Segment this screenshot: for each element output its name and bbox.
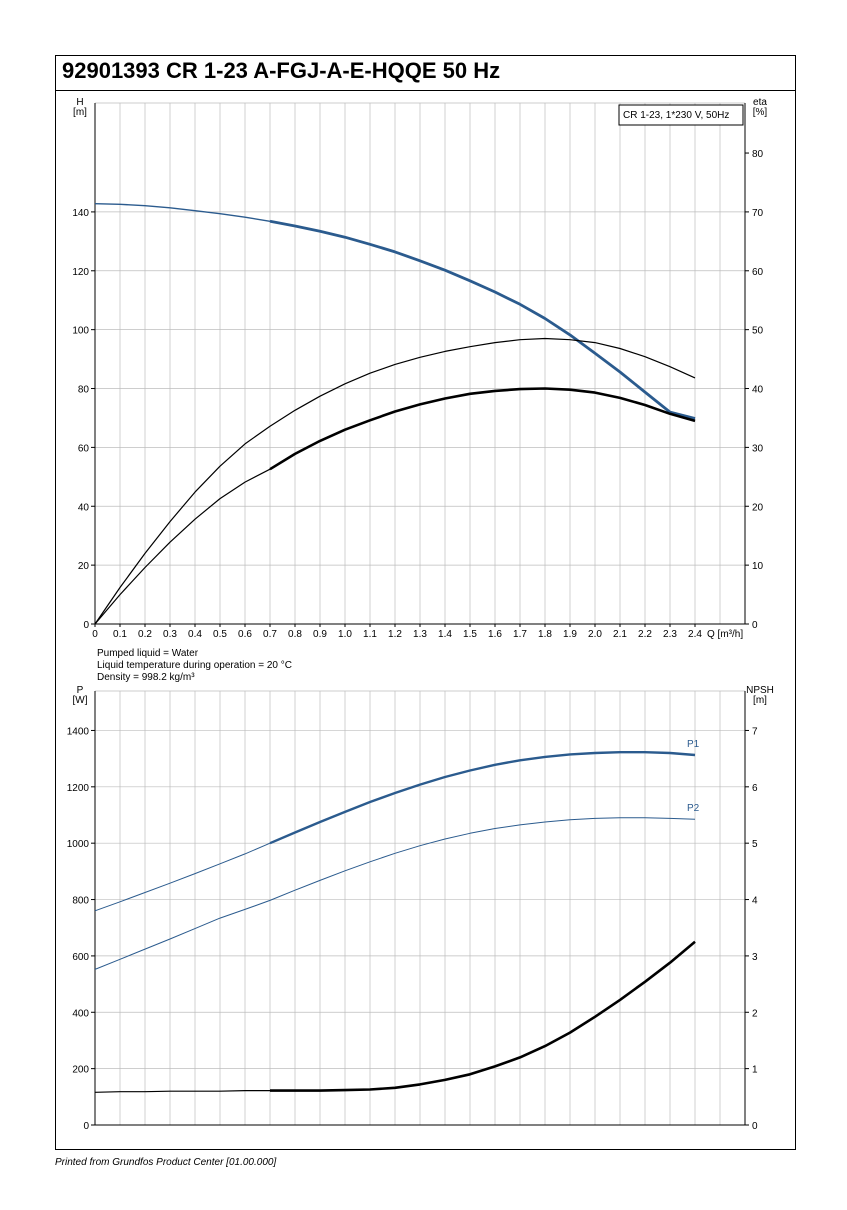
power-npsh-chart-left-tick-label: 400 bbox=[72, 1008, 89, 1019]
head-efficiency-chart-right-tick-label: 60 bbox=[752, 267, 764, 278]
power-npsh-chart-series-label-p1: P1 bbox=[687, 739, 700, 750]
power-npsh-chart-left-tick-label: 1200 bbox=[67, 783, 90, 794]
head-efficiency-chart-x-tick-label: 1.5 bbox=[463, 629, 477, 640]
power-npsh-chart-right-tick-label: 6 bbox=[752, 783, 758, 794]
power-npsh-chart-right-tick-label: 4 bbox=[752, 896, 758, 907]
legend-box-text: CR 1-23, 1*230 V, 50Hz bbox=[623, 110, 729, 121]
head-efficiency-chart-x-axis-title: Q [m³/h] bbox=[707, 629, 743, 640]
head-efficiency-chart-right-axis-title: eta bbox=[753, 97, 767, 108]
head-efficiency-chart-right-axis-unit: [%] bbox=[753, 107, 768, 118]
head-efficiency-chart-right-tick-label: 70 bbox=[752, 208, 764, 219]
page-title: 92901393 CR 1-23 A-FGJ-A-E-HQQE 50 Hz bbox=[62, 58, 501, 83]
power-npsh-chart-right-tick-label: 7 bbox=[752, 726, 758, 737]
power-npsh-chart-left-tick-label: 800 bbox=[72, 896, 89, 907]
power-npsh-chart-series-1-line bbox=[94, 817, 696, 970]
head-efficiency-chart-series-1-line bbox=[94, 337, 696, 625]
legend-box bbox=[618, 104, 744, 126]
info-liquid-temperature: Liquid temperature during operation = 20… bbox=[97, 660, 292, 671]
head-efficiency-chart-left-tick-label: 0 bbox=[83, 620, 89, 631]
head-efficiency-chart-series-0-operating-range bbox=[269, 219, 696, 420]
head-efficiency-chart-x-tick-label: 1.4 bbox=[438, 629, 452, 640]
head-efficiency-chart-right-tick-label: 0 bbox=[752, 620, 758, 631]
head-efficiency-chart-x-tick-label: 1.6 bbox=[488, 629, 502, 640]
head-efficiency-chart-left-tick-label: 20 bbox=[78, 561, 90, 572]
head-efficiency-chart-x-tick-label: 2.4 bbox=[688, 629, 702, 640]
liquid-info: Pumped liquid = Water Liquid temperature… bbox=[97, 648, 292, 684]
info-pumped-liquid: Pumped liquid = Water bbox=[97, 648, 199, 659]
head-efficiency-chart-x-tick-label: 1.7 bbox=[513, 629, 527, 640]
head-efficiency-chart-left-tick-label: 120 bbox=[72, 267, 89, 278]
head-efficiency-chart-x-tick-label: 2.0 bbox=[588, 629, 602, 640]
power-npsh-chart-series-0-operating-range bbox=[269, 751, 696, 845]
head-efficiency-chart-x-tick-label: 0.6 bbox=[238, 629, 252, 640]
head-efficiency-chart-right-tick-label: 30 bbox=[752, 443, 764, 454]
head-efficiency-chart-x-tick-label: 1.8 bbox=[538, 629, 552, 640]
power-npsh-chart-series-label-p2: P2 bbox=[687, 803, 700, 814]
head-efficiency-chart-left-tick-label: 60 bbox=[78, 443, 90, 454]
head-efficiency-chart-x-tick-label: 2.2 bbox=[638, 629, 652, 640]
power-npsh-chart-series-2-operating-range bbox=[270, 940, 696, 1092]
print-footer: Printed from Grundfos Product Center [01… bbox=[55, 1157, 277, 1168]
head-efficiency-chart-left-axis-title: H bbox=[76, 97, 83, 108]
head-efficiency-chart-x-tick-label: 0.8 bbox=[288, 629, 302, 640]
head-efficiency-chart-left-tick-label: 40 bbox=[78, 502, 90, 513]
power-npsh-chart-left-tick-label: 600 bbox=[72, 952, 89, 963]
sheet-frame bbox=[55, 55, 796, 1150]
head-efficiency-chart-x-tick-label: 0.3 bbox=[163, 629, 177, 640]
head-efficiency-chart-x-tick-label: 1.2 bbox=[388, 629, 402, 640]
power-npsh-chart-left-axis-unit: [W] bbox=[73, 695, 88, 706]
head-efficiency-chart-x-tick-label: 0.9 bbox=[313, 629, 327, 640]
power-npsh-chart-left-tick-label: 1400 bbox=[67, 726, 90, 737]
head-efficiency-chart-left-tick-label: 80 bbox=[78, 385, 90, 396]
head-efficiency-chart-x-tick-label: 0.1 bbox=[113, 629, 127, 640]
head-efficiency-chart-right-tick-label: 10 bbox=[752, 561, 764, 572]
head-efficiency-chart-right-tick-label: 20 bbox=[752, 502, 764, 513]
head-efficiency-chart-left-tick-label: 100 bbox=[72, 326, 89, 337]
head-efficiency-chart-right-tick-label: 80 bbox=[752, 149, 764, 160]
head-efficiency-chart-x-tick-label: 0.7 bbox=[263, 629, 277, 640]
head-efficiency-chart-x-tick-label: 1.3 bbox=[413, 629, 427, 640]
head-efficiency-chart-right-tick-label: 50 bbox=[752, 326, 764, 337]
head-efficiency-chart-x-tick-label: 1.0 bbox=[338, 629, 352, 640]
head-efficiency-chart-x-tick-label: 0.4 bbox=[188, 629, 202, 640]
power-npsh-chart-right-tick-label: 0 bbox=[752, 1121, 758, 1132]
head-efficiency-chart-x-tick-label: 0.5 bbox=[213, 629, 227, 640]
head-efficiency-chart-x-tick-label: 2.1 bbox=[613, 629, 627, 640]
power-npsh-chart-right-tick-label: 2 bbox=[752, 1008, 758, 1019]
head-efficiency-chart-x-tick-label: 2.3 bbox=[663, 629, 677, 640]
head-efficiency-chart-x-tick-label: 0.2 bbox=[138, 629, 152, 640]
head-efficiency-chart-left-tick-label: 140 bbox=[72, 208, 89, 219]
power-npsh-chart-right-tick-label: 5 bbox=[752, 839, 758, 850]
head-efficiency-chart-x-tick-label: 1.1 bbox=[363, 629, 377, 640]
info-density: Density = 998.2 kg/m³ bbox=[97, 672, 195, 683]
power-npsh-chart-left-tick-label: 200 bbox=[72, 1065, 89, 1076]
head-efficiency-chart-right-tick-label: 40 bbox=[752, 385, 764, 396]
power-npsh-chart-right-tick-label: 3 bbox=[752, 952, 758, 963]
power-npsh-chart-right-axis-unit: [m] bbox=[753, 695, 767, 706]
head-efficiency-chart-left-axis-unit: [m] bbox=[73, 107, 87, 118]
head-efficiency-chart-x-tick-label: 1.9 bbox=[563, 629, 577, 640]
head-efficiency-chart-x-tick-label: 0 bbox=[92, 629, 98, 640]
power-npsh-chart-left-tick-label: 0 bbox=[83, 1121, 89, 1132]
title-divider bbox=[55, 90, 796, 91]
head-efficiency-chart-series-2-operating-range bbox=[269, 387, 696, 471]
power-npsh-chart-right-tick-label: 1 bbox=[752, 1065, 758, 1076]
power-npsh-chart-right-axis-title: NPSH bbox=[746, 685, 774, 696]
power-npsh-chart-left-axis-title: P bbox=[77, 685, 84, 696]
power-npsh-chart-left-tick-label: 1000 bbox=[67, 839, 90, 850]
